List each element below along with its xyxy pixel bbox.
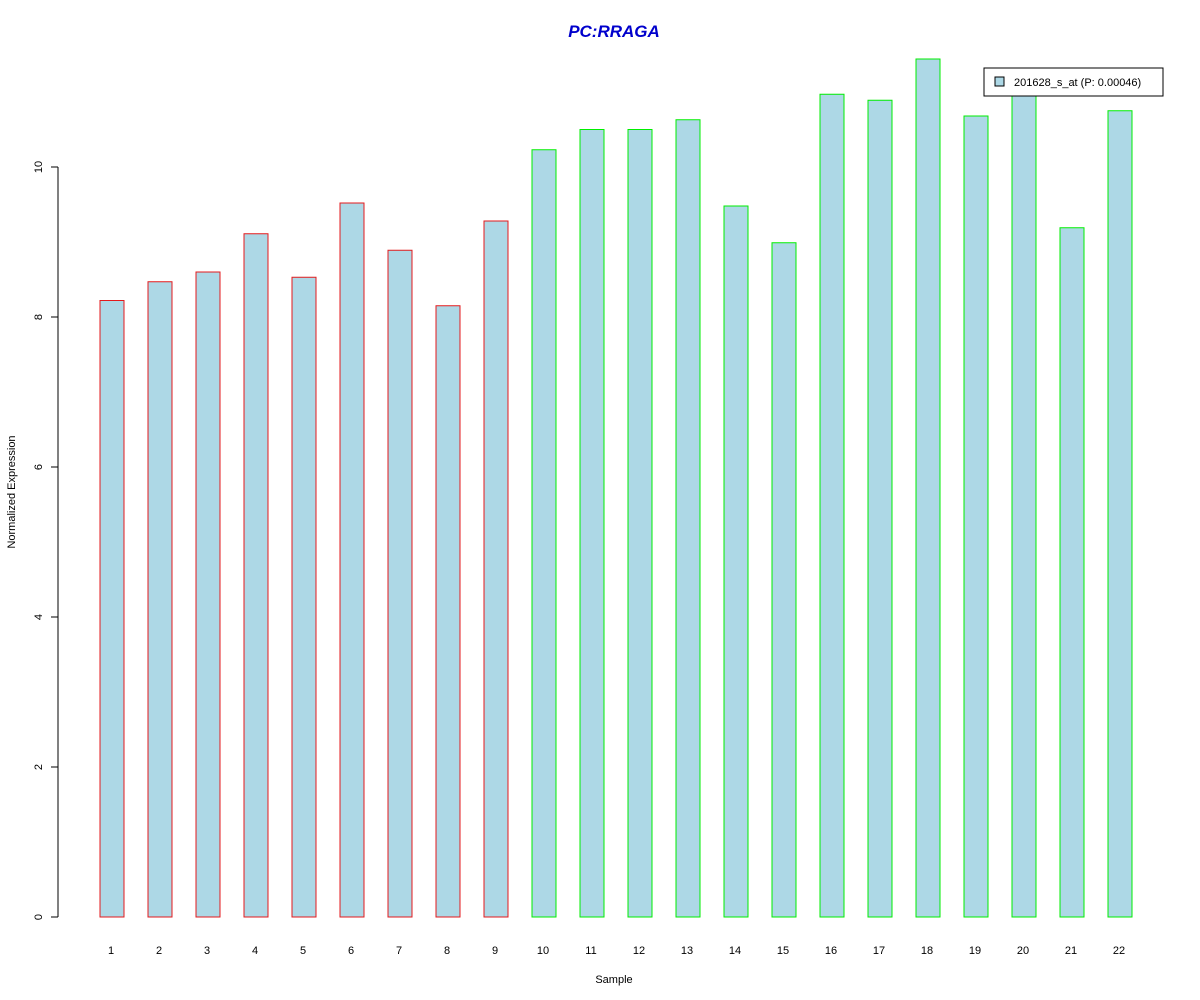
x-tick-label: 1 (108, 945, 114, 957)
bar-sample-6 (339, 202, 365, 918)
y-tick-label: 4 (33, 614, 45, 620)
bar-sample-5 (291, 276, 317, 918)
x-tick-label: 6 (348, 945, 354, 957)
bar-sample-21 (1059, 227, 1085, 918)
y-axis-label: Normalized Expression (6, 435, 18, 548)
x-tick-label: 7 (396, 945, 402, 957)
bar-sample-7 (387, 249, 413, 918)
bars (99, 58, 1133, 918)
x-tick-label: 9 (492, 945, 498, 957)
x-tick-label: 12 (633, 945, 645, 957)
y-tick-label: 8 (33, 314, 45, 320)
x-tick-label: 11 (585, 945, 596, 957)
bar-sample-20 (1011, 89, 1037, 918)
legend: 201628_s_at (P: 0.00046) (983, 67, 1164, 97)
bar-sample-18 (915, 58, 941, 918)
bar-sample-11 (579, 129, 605, 918)
x-tick-label: 2 (156, 945, 162, 957)
legend-box (983, 67, 1164, 97)
bar-sample-13 (675, 119, 701, 918)
bar-sample-9 (483, 220, 509, 918)
bar-sample-12 (627, 129, 653, 918)
x-tick-label: 22 (1113, 945, 1125, 957)
x-tick-label: 20 (1017, 945, 1029, 957)
bar-sample-1 (99, 300, 125, 918)
y-tick-label: 2 (33, 764, 45, 770)
bar-sample-22 (1107, 110, 1133, 918)
x-tick-label: 16 (825, 945, 837, 957)
bar-sample-14 (723, 205, 749, 918)
legend-swatch (994, 76, 1005, 87)
x-tick-label: 17 (873, 945, 885, 957)
y-tick-label: 6 (33, 464, 45, 470)
y-tick-label: 0 (33, 914, 45, 920)
x-tick-label: 13 (681, 945, 693, 957)
x-tick-label: 21 (1065, 945, 1077, 957)
bar-sample-3 (195, 271, 221, 918)
x-axis-label: Sample (595, 974, 632, 986)
bar-sample-16 (819, 93, 845, 918)
x-tick-label: 3 (204, 945, 210, 957)
bar-sample-17 (867, 99, 893, 918)
y-axis: 0 2 4 6 8 10 (33, 161, 59, 920)
x-tick-label: 14 (729, 945, 741, 957)
bar-sample-10 (531, 149, 557, 918)
x-tick-label: 5 (300, 945, 306, 957)
x-tick-label: 18 (921, 945, 933, 957)
x-tick-label: 19 (969, 945, 981, 957)
y-tick-label: 10 (33, 161, 45, 173)
bar-sample-19 (963, 115, 989, 918)
bar-sample-2 (147, 281, 173, 918)
bar-sample-8 (435, 305, 461, 918)
chart-title: PC:RRAGA (568, 22, 660, 41)
x-tick-label: 8 (444, 945, 450, 957)
legend-label: 201628_s_at (P: 0.00046) (1014, 77, 1141, 89)
x-tick-label: 10 (537, 945, 549, 957)
bar-sample-4 (243, 233, 269, 918)
bar-sample-15 (771, 242, 797, 918)
x-tick-labels: 1 2 3 4 5 6 7 8 9 10 11 12 13 14 15 16 17 18 19 20 21 22 (108, 945, 1125, 957)
x-tick-label: 4 (252, 945, 258, 957)
x-tick-label: 15 (777, 945, 789, 957)
